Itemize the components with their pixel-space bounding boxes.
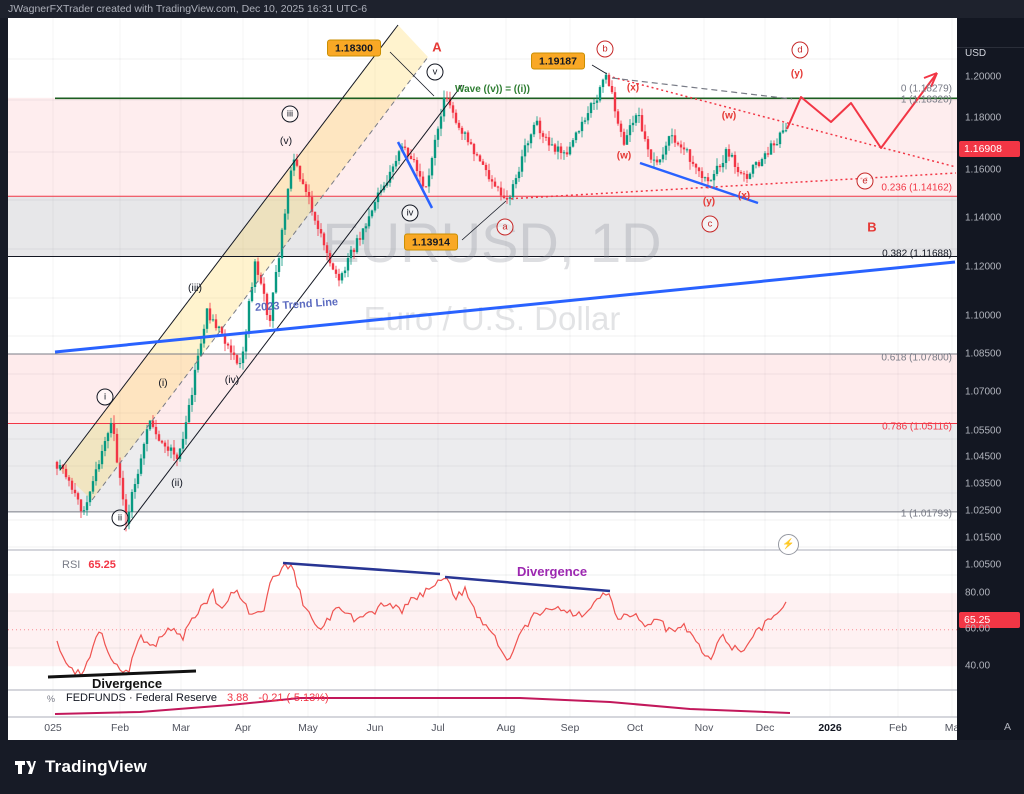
time-axis-label: 025 <box>44 722 62 734</box>
fedfunds-indicator-header[interactable]: FEDFUNDS · Federal Reserve 3.88 -0.21 (-… <box>66 692 329 704</box>
time-axis-label: Aug <box>496 722 516 734</box>
current-price-badge: 1.16908 <box>959 141 1020 157</box>
rsi-scale-label: 80.00 <box>965 587 991 599</box>
lightning-icon[interactable]: ⚡ <box>778 534 799 555</box>
rsi-name: RSI <box>62 559 81 571</box>
time-axis-label: Feb <box>110 722 130 734</box>
symbol-watermark-subtitle: Euro / U.S. Dollar <box>364 300 621 337</box>
price-scale-label: 1.02500 <box>965 505 1002 517</box>
fedfunds-change: -0.21 (-5.13%) <box>258 692 329 704</box>
candlestick-series <box>55 72 788 532</box>
attribution-bar: JWagnerFXTrader created with TradingView… <box>0 0 1024 18</box>
rsi-value: 65.25 <box>88 559 116 571</box>
price-scale-label: 1.20000 <box>965 71 1002 83</box>
fedfunds-line <box>54 697 791 715</box>
time-axis-label: Ma <box>944 722 960 734</box>
tradingview-brand[interactable]: TradingView <box>45 757 148 776</box>
price-scale-label: 1.00500 <box>965 559 1002 571</box>
divergence-label-price[interactable]: Divergence <box>92 676 163 691</box>
fedfunds-title: FEDFUNDS · Federal Reserve <box>66 692 217 704</box>
price-scale-currency: USD <box>965 48 987 59</box>
price-scale-label: 1.12000 <box>965 261 1002 273</box>
symbol-watermark: EURUSD, 1D <box>322 211 661 274</box>
time-axis-label: 2026 <box>818 722 842 734</box>
time-axis-label: Sep <box>560 722 580 734</box>
time-axis-label: May <box>298 722 318 734</box>
divergence-label-rsi[interactable]: Divergence <box>517 564 588 579</box>
price-scale-label: 1.10000 <box>965 310 1002 322</box>
axis-corner-label: A <box>1004 721 1012 733</box>
price-scale-label: 1.03500 <box>965 478 1002 490</box>
time-axis-label: Feb <box>888 722 908 734</box>
time-axis-label: Jul <box>431 722 445 734</box>
price-scale[interactable]: USD 1.16908 65.25 A 1.20000 1.18000 1.1600… <box>957 18 1024 740</box>
percent-scale-label[interactable]: % <box>47 694 56 704</box>
rsi-value-badge: 65.25 <box>959 612 1020 628</box>
rsi-indicator-header[interactable]: RSI 65.25 <box>62 559 116 571</box>
price-scale-label: 1.18000 <box>965 112 1002 124</box>
price-scale-label: 1.14000 <box>965 212 1002 224</box>
time-axis-label: Jun <box>366 722 384 734</box>
time-axis-label: Oct <box>626 722 644 734</box>
price-scale-label: 1.08500 <box>965 348 1002 360</box>
price-scale-label: 1.01500 <box>965 532 1002 544</box>
price-scale-label: 1.07000 <box>965 386 1002 398</box>
time-axis-label: Mar <box>171 722 191 734</box>
time-axis[interactable]: 025 Feb Mar Apr May Jun Jul Aug Sep Oct Nov Dec 2026… <box>8 717 960 740</box>
left-margin <box>0 18 8 740</box>
tradingview-logo-icon[interactable] <box>14 756 36 778</box>
time-axis-label: Nov <box>694 722 714 734</box>
price-scale-separator <box>957 47 1024 48</box>
price-scale-label: 1.05500 <box>965 425 1002 437</box>
rsi-scale-label: 40.00 <box>965 660 991 672</box>
projection-path <box>786 72 938 149</box>
time-axis-label: Dec <box>755 722 775 734</box>
price-scale-label: 1.16000 <box>965 164 1002 176</box>
footer-bar: TradingView <box>0 740 1024 794</box>
fedfunds-value: 3.88 <box>226 692 249 704</box>
attribution-text: JWagnerFXTrader created with TradingView… <box>8 3 368 15</box>
time-axis-label: Apr <box>234 722 252 734</box>
rsi-line <box>56 562 787 677</box>
price-scale-label: 1.04500 <box>965 451 1002 463</box>
rsi-scale-label: 60.00 <box>965 623 991 635</box>
